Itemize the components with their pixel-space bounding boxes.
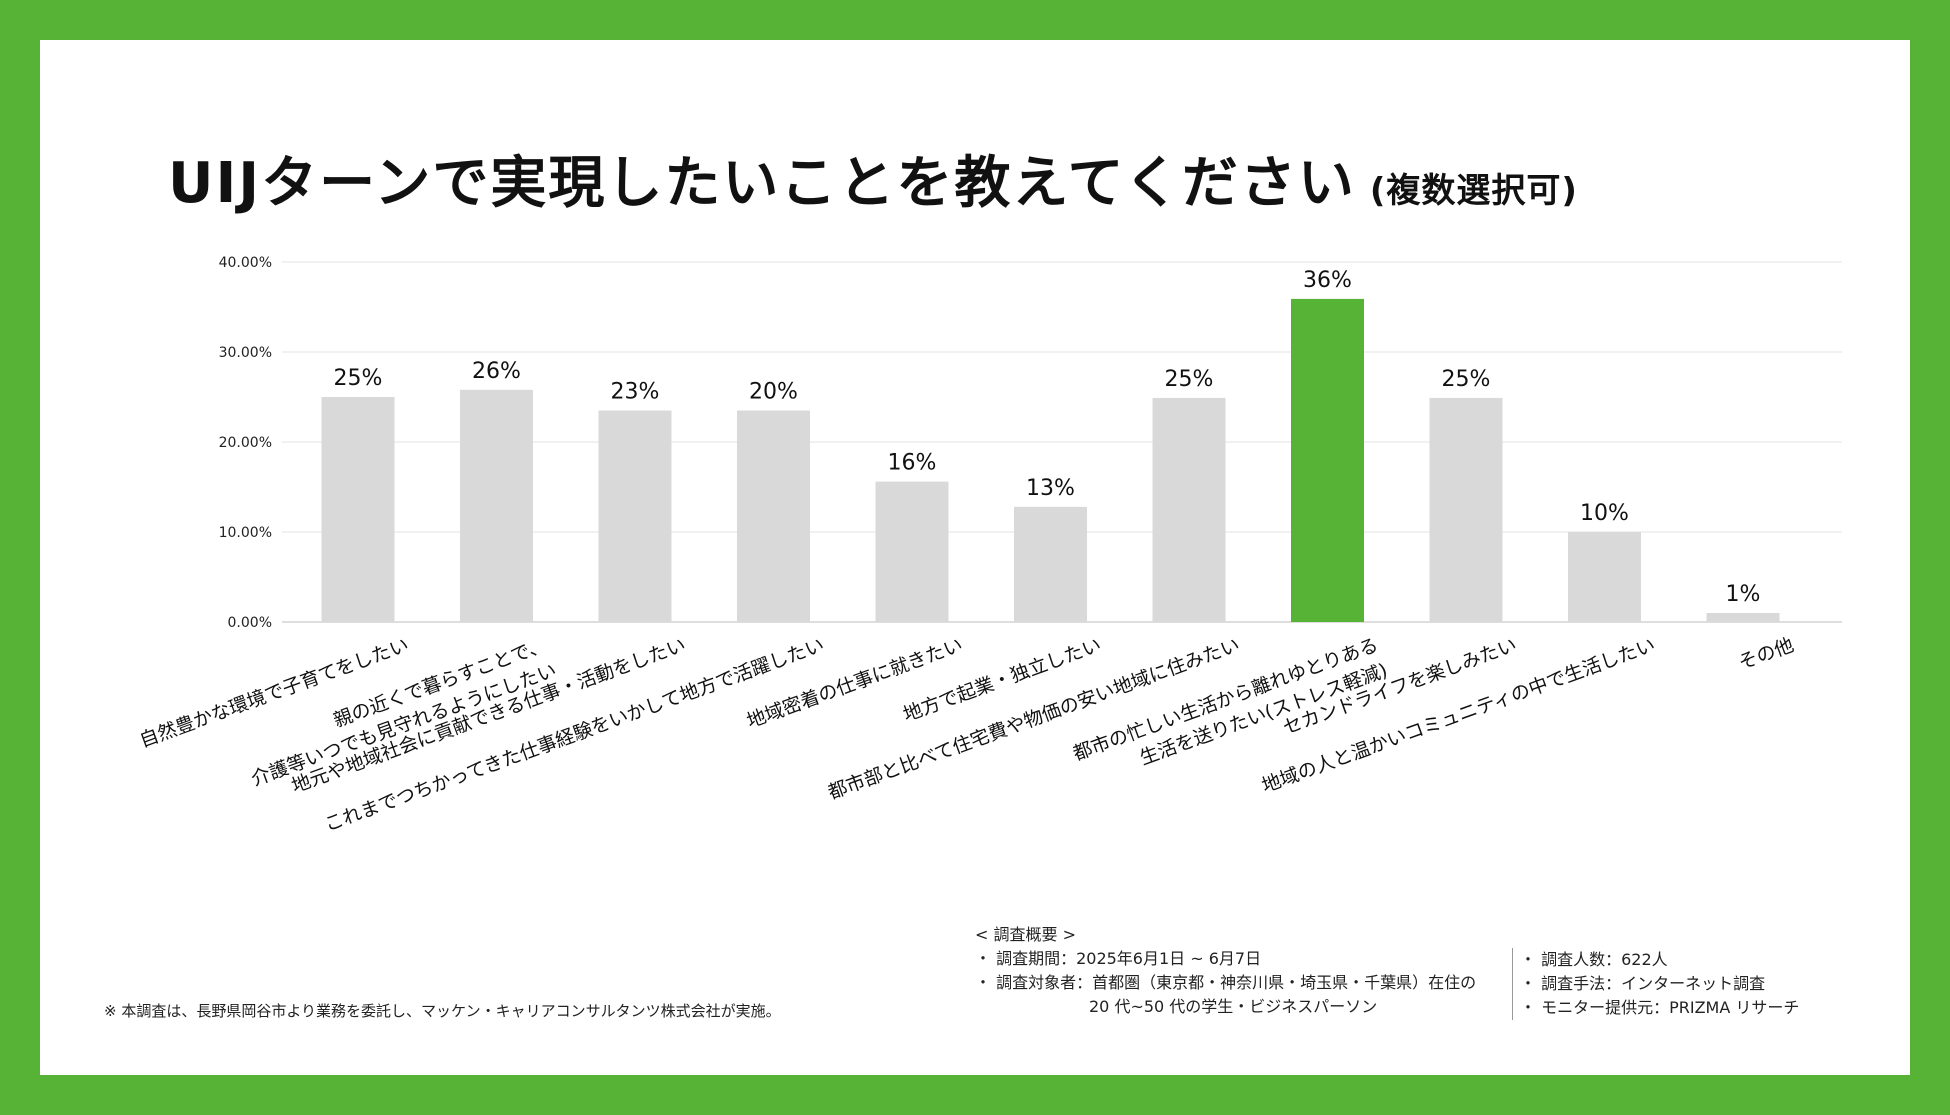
x-tick-label-line: その他 (1736, 634, 1797, 674)
survey-count: ・ 調査人数：622人 (1520, 950, 1668, 969)
y-tick-label: 20.00% (219, 435, 272, 451)
data-label: 23% (611, 380, 660, 405)
bar (875, 481, 949, 622)
bar (1291, 298, 1364, 622)
survey-period: ・ 調査期間：2025年6月1日 ~ 6月7日 (975, 949, 1262, 968)
chart-title-block: UIJターンで実現したいことを教えてください (複数選択可) (168, 138, 1768, 219)
bar (321, 397, 395, 622)
chart-subtitle: (複数選択可) (1369, 171, 1578, 211)
bar (1014, 506, 1087, 622)
bar (1706, 613, 1780, 622)
survey-method: ・ 調査手法：インターネット調査 (1520, 974, 1766, 993)
survey-provider: ・ モニター提供元：PRIZMA リサーチ (1520, 998, 1800, 1017)
data-label: 25% (334, 366, 383, 391)
bar (1429, 397, 1503, 622)
data-label: 16% (888, 451, 937, 476)
survey-overview: < 調査概要 > ・ 調査期間：2025年6月1日 ~ 6月7日 ・ 調査対象者… (975, 923, 1476, 1019)
y-tick-label: 0.00% (228, 615, 272, 631)
survey-target: ・ 調査対象者：首都圏（東京都・神奈川県・埼玉県・千葉県）在住の (975, 973, 1477, 992)
footnote: ※ 本調査は、長野県岡谷市より業務を委託し、マッケン・キャリアコンサルタンツ株式… (104, 1002, 781, 1020)
survey-target-detail: 20 代~50 代の学生・ビジネスパーソン (1089, 997, 1378, 1016)
data-label: 10% (1580, 501, 1629, 526)
data-label: 1% (1726, 582, 1761, 607)
data-label: 36% (1303, 268, 1352, 293)
data-label: 25% (1442, 367, 1491, 392)
bar (598, 410, 672, 622)
bar (460, 389, 533, 622)
bar (1152, 397, 1226, 622)
survey-divider (1512, 948, 1513, 1020)
bar (1568, 532, 1641, 622)
survey-overview-right: ・ 調査人数：622人 ・ 調査手法：インターネット調査 ・ モニター提供元：P… (1520, 948, 1799, 1020)
y-tick-label: 40.00% (219, 255, 272, 271)
data-label: 25% (1165, 367, 1214, 392)
x-tick-label: その他 (1736, 634, 1797, 674)
chart-title: UIJターンで実現したいことを教えてください (168, 151, 1356, 216)
bar (737, 410, 810, 622)
y-tick-label: 10.00% (219, 525, 272, 541)
survey-header: < 調査概要 > (975, 925, 1076, 944)
data-label: 26% (472, 359, 521, 384)
y-tick-label: 30.00% (219, 345, 272, 361)
data-label: 20% (749, 380, 798, 405)
data-label: 13% (1026, 476, 1075, 501)
